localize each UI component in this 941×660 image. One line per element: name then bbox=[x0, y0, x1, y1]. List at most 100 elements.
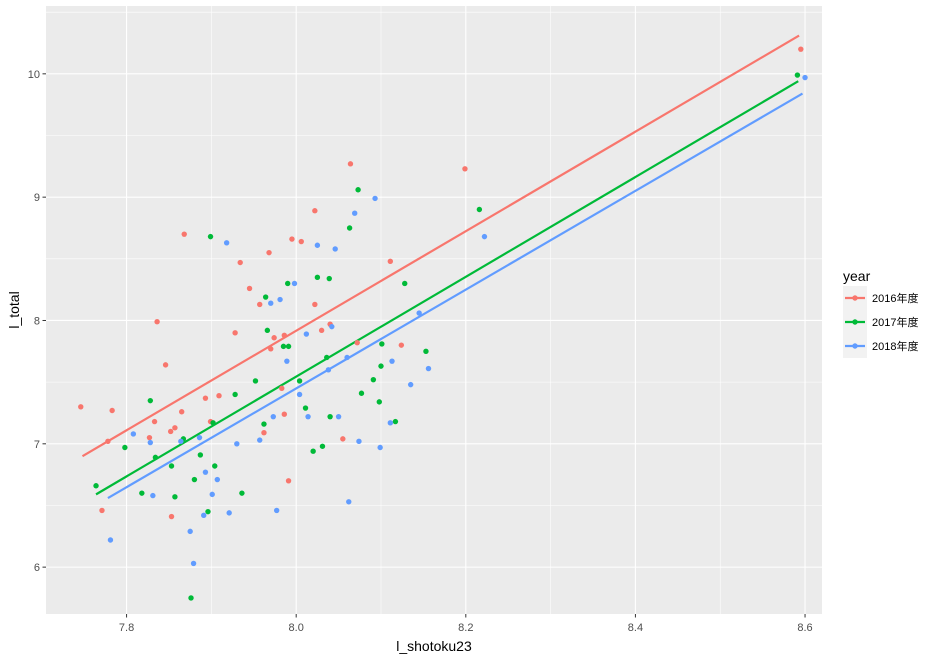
data-point bbox=[407, 381, 414, 388]
data-point bbox=[152, 454, 159, 461]
data-point bbox=[188, 595, 194, 601]
data-point bbox=[802, 74, 808, 81]
data-point bbox=[298, 238, 304, 245]
data-point bbox=[335, 413, 342, 420]
x-axis-title: l_shotoku23 bbox=[396, 638, 472, 654]
data-point bbox=[191, 476, 198, 483]
data-point bbox=[358, 390, 365, 396]
y-tick-label: 6 bbox=[34, 562, 40, 574]
data-point bbox=[476, 206, 483, 213]
data-point bbox=[105, 438, 111, 445]
plot-panel bbox=[46, 6, 822, 614]
data-point bbox=[202, 395, 209, 401]
legend: year 2016年度 2017年度 2018年度 bbox=[843, 268, 918, 358]
x-axis: 7.8 8.0 8.2 8.4 8.6 bbox=[119, 614, 813, 634]
data-point bbox=[346, 225, 353, 231]
data-point bbox=[379, 341, 385, 347]
data-point bbox=[150, 492, 156, 499]
data-point bbox=[277, 296, 283, 303]
data-point bbox=[327, 413, 333, 420]
data-point bbox=[223, 240, 230, 246]
data-point bbox=[370, 376, 377, 383]
data-point bbox=[216, 393, 222, 399]
data-point bbox=[314, 242, 321, 248]
data-point bbox=[280, 343, 287, 350]
data-point bbox=[261, 421, 267, 427]
data-point bbox=[201, 512, 207, 519]
data-point bbox=[181, 231, 187, 237]
data-point bbox=[78, 404, 84, 410]
legend-point bbox=[852, 343, 858, 349]
data-point bbox=[285, 343, 292, 350]
x-tick-label: 8.6 bbox=[797, 622, 812, 634]
data-point bbox=[109, 407, 115, 414]
fit-line bbox=[107, 92, 804, 500]
data-point bbox=[168, 463, 175, 469]
data-point bbox=[378, 363, 384, 369]
data-point bbox=[389, 358, 395, 364]
y-axis: 6 7 8 9 10 bbox=[28, 69, 46, 574]
data-point bbox=[178, 409, 185, 415]
x-tick-label: 8.4 bbox=[628, 622, 643, 634]
x-tick-label: 7.8 bbox=[119, 622, 134, 634]
y-tick-label: 9 bbox=[34, 192, 40, 204]
data-point bbox=[352, 210, 358, 216]
data-point bbox=[252, 378, 259, 384]
y-tick-label: 8 bbox=[34, 315, 40, 327]
data-point bbox=[261, 430, 267, 436]
legend-label: 2016年度 bbox=[872, 291, 918, 305]
data-point bbox=[246, 285, 253, 292]
data-point bbox=[340, 436, 346, 442]
legend-point bbox=[852, 319, 858, 325]
data-point bbox=[210, 420, 216, 426]
data-point bbox=[270, 413, 276, 420]
data-point bbox=[387, 420, 394, 426]
data-point bbox=[284, 358, 290, 364]
data-point bbox=[402, 280, 408, 287]
data-point bbox=[234, 441, 240, 447]
data-point bbox=[319, 443, 326, 449]
data-point bbox=[398, 342, 405, 348]
x-tick-label: 8.0 bbox=[289, 622, 304, 634]
data-point bbox=[332, 246, 338, 252]
data-point bbox=[310, 448, 316, 454]
data-point bbox=[172, 425, 178, 431]
data-point bbox=[107, 537, 114, 543]
data-point bbox=[257, 301, 263, 308]
data-point bbox=[794, 72, 801, 78]
data-point bbox=[162, 362, 169, 368]
data-point bbox=[262, 294, 269, 300]
data-point bbox=[302, 405, 309, 411]
data-point bbox=[268, 346, 274, 352]
data-point bbox=[387, 258, 394, 264]
data-point bbox=[296, 378, 303, 384]
data-point bbox=[154, 319, 160, 325]
data-point bbox=[279, 385, 285, 392]
data-point bbox=[314, 274, 321, 281]
data-point bbox=[232, 391, 238, 398]
data-point bbox=[325, 367, 332, 373]
data-point bbox=[305, 413, 311, 420]
data-point bbox=[425, 365, 432, 372]
data-point bbox=[168, 513, 175, 520]
data-point bbox=[167, 428, 174, 435]
data-point bbox=[285, 478, 292, 484]
fit-line bbox=[81, 34, 800, 458]
data-point bbox=[139, 490, 145, 496]
legend-label: 2017年度 bbox=[872, 315, 918, 329]
data-point bbox=[271, 335, 277, 341]
y-tick-label: 7 bbox=[34, 439, 40, 451]
data-point bbox=[257, 437, 263, 443]
data-point bbox=[273, 507, 280, 514]
data-point bbox=[281, 332, 288, 338]
data-point bbox=[289, 236, 295, 242]
data-point bbox=[147, 397, 154, 404]
data-point bbox=[99, 507, 105, 514]
data-point bbox=[93, 483, 99, 489]
data-points bbox=[78, 46, 808, 601]
grid bbox=[46, 6, 822, 614]
data-point bbox=[239, 490, 245, 496]
data-point bbox=[462, 166, 468, 172]
data-point bbox=[197, 452, 204, 458]
